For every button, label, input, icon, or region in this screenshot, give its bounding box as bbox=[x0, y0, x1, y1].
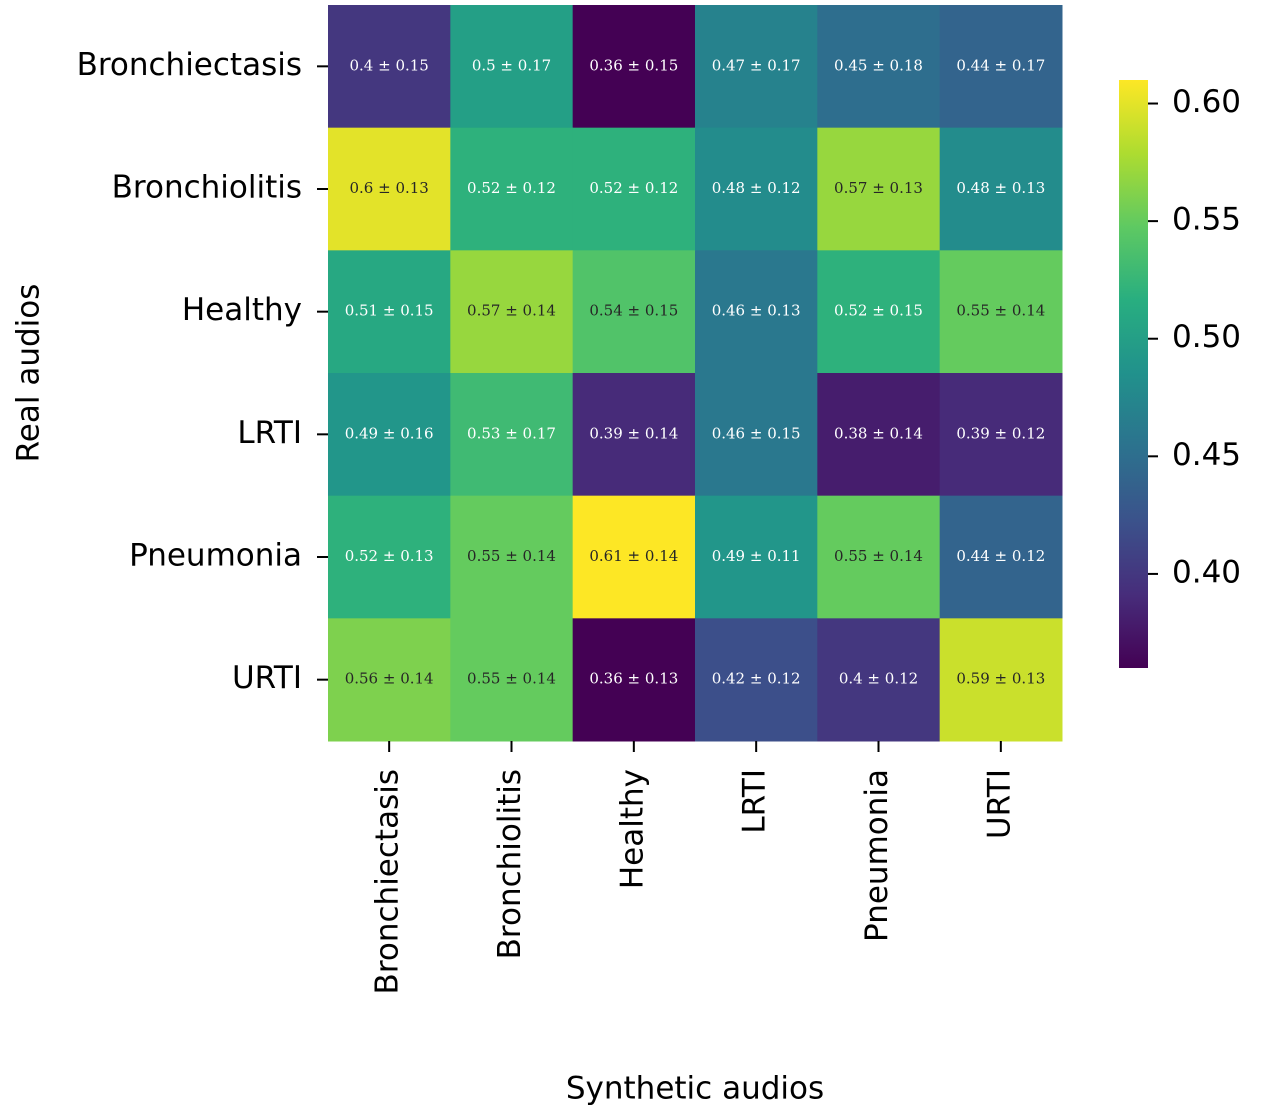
cell-label: 0.55 ± 0.14 bbox=[467, 547, 556, 565]
heatmap-cell bbox=[328, 618, 451, 742]
cell-label: 0.6 ± 0.13 bbox=[349, 179, 428, 197]
heatmap-cell bbox=[450, 127, 574, 251]
cell-label: 0.46 ± 0.13 bbox=[712, 302, 801, 320]
heatmap-cell bbox=[328, 373, 451, 497]
y-tick-label: Pneumonia bbox=[129, 538, 302, 574]
heatmap-cell bbox=[939, 373, 1063, 497]
cell-label: 0.52 ± 0.12 bbox=[467, 179, 556, 197]
y-axis-title: Real audios bbox=[11, 284, 47, 463]
cell-label: 0.4 ± 0.15 bbox=[349, 56, 428, 74]
x-axis-title: Synthetic audios bbox=[566, 1071, 824, 1107]
cell-label: 0.36 ± 0.13 bbox=[589, 670, 678, 688]
heatmap-cell bbox=[939, 495, 1063, 619]
heatmap-cell bbox=[817, 5, 941, 129]
cell-label: 0.57 ± 0.13 bbox=[834, 179, 923, 197]
heatmap-cell bbox=[695, 495, 818, 619]
cell-label: 0.46 ± 0.15 bbox=[712, 424, 801, 442]
colorbar bbox=[1119, 80, 1148, 668]
cell-label: 0.39 ± 0.12 bbox=[956, 424, 1045, 442]
colorbar-tick-label: 0.50 bbox=[1172, 319, 1241, 355]
heatmap-cell bbox=[328, 127, 451, 251]
cell-label: 0.55 ± 0.14 bbox=[834, 547, 923, 565]
cell-label: 0.49 ± 0.16 bbox=[345, 424, 434, 442]
heatmap-cell bbox=[572, 495, 696, 619]
cell-label: 0.52 ± 0.12 bbox=[589, 179, 678, 197]
heatmap-cell bbox=[572, 127, 696, 251]
cell-label: 0.48 ± 0.12 bbox=[712, 179, 801, 197]
cell-label: 0.61 ± 0.14 bbox=[589, 547, 678, 565]
cell-label: 0.44 ± 0.17 bbox=[956, 56, 1045, 74]
y-tick-label: LRTI bbox=[237, 415, 302, 451]
heatmap-cell bbox=[328, 5, 451, 129]
y-tick-label: Bronchiolitis bbox=[112, 170, 302, 206]
cell-label: 0.42 ± 0.12 bbox=[712, 670, 801, 688]
heatmap-cell bbox=[572, 5, 696, 129]
heatmap-cell bbox=[817, 373, 941, 497]
heatmap-cell bbox=[939, 250, 1063, 374]
cell-label: 0.39 ± 0.14 bbox=[589, 424, 678, 442]
heatmap-cell bbox=[450, 618, 574, 742]
cell-label: 0.57 ± 0.14 bbox=[467, 302, 556, 320]
x-tick-label: URTI bbox=[981, 769, 1017, 839]
cell-label: 0.5 ± 0.17 bbox=[472, 56, 551, 74]
cell-label: 0.55 ± 0.14 bbox=[467, 670, 556, 688]
colorbar-tick-label: 0.40 bbox=[1172, 554, 1241, 590]
heatmap-cell bbox=[817, 618, 941, 742]
heatmap-cell bbox=[450, 5, 574, 129]
cell-label: 0.45 ± 0.18 bbox=[834, 56, 923, 74]
heatmap-cell bbox=[450, 250, 574, 374]
cell-label: 0.4 ± 0.12 bbox=[839, 670, 918, 688]
cell-label: 0.38 ± 0.14 bbox=[834, 424, 923, 442]
heatmap-cell bbox=[572, 250, 696, 374]
x-tick-label: Bronchiectasis bbox=[370, 769, 406, 994]
heatmap-cell bbox=[695, 373, 818, 497]
heatmap-cell bbox=[450, 373, 574, 497]
cell-label: 0.49 ± 0.11 bbox=[712, 547, 801, 565]
cell-label: 0.47 ± 0.17 bbox=[712, 56, 801, 74]
heatmap-cell bbox=[939, 127, 1063, 251]
heatmap-cell bbox=[695, 5, 818, 129]
cell-label: 0.48 ± 0.13 bbox=[956, 179, 1045, 197]
heatmap-cell bbox=[450, 495, 574, 619]
heatmap-cell bbox=[817, 127, 941, 251]
heatmap-cell bbox=[695, 618, 818, 742]
heatmap-cell bbox=[695, 250, 818, 374]
heatmap-cell bbox=[328, 250, 451, 374]
cell-label: 0.52 ± 0.13 bbox=[345, 547, 434, 565]
cell-label: 0.53 ± 0.17 bbox=[467, 424, 556, 442]
cell-label: 0.54 ± 0.15 bbox=[589, 302, 678, 320]
y-tick-label: Bronchiectasis bbox=[77, 47, 302, 83]
heatmap-cell bbox=[328, 495, 451, 619]
cell-label: 0.36 ± 0.15 bbox=[589, 56, 678, 74]
cell-label: 0.44 ± 0.12 bbox=[956, 547, 1045, 565]
x-tick-label: Pneumonia bbox=[859, 769, 895, 942]
heatmap-cell bbox=[572, 618, 696, 742]
colorbar-tick-label: 0.45 bbox=[1172, 437, 1241, 473]
colorbar-tick-label: 0.55 bbox=[1172, 202, 1241, 238]
cell-label: 0.56 ± 0.14 bbox=[345, 670, 434, 688]
cell-label: 0.52 ± 0.15 bbox=[834, 302, 923, 320]
heatmap-cell bbox=[572, 373, 696, 497]
heatmap-cell bbox=[695, 127, 818, 251]
x-tick-label: Healthy bbox=[614, 769, 650, 889]
heatmap-cell bbox=[817, 250, 941, 374]
colorbar-tick-label: 0.60 bbox=[1172, 84, 1241, 120]
y-tick-label: URTI bbox=[232, 660, 302, 696]
y-tick-label: Healthy bbox=[182, 292, 302, 328]
cell-label: 0.51 ± 0.15 bbox=[345, 302, 434, 320]
x-tick-label: Bronchiolitis bbox=[492, 769, 528, 959]
heatmap-cell bbox=[817, 495, 941, 619]
cell-label: 0.59 ± 0.13 bbox=[956, 670, 1045, 688]
heatmap-cell bbox=[939, 618, 1063, 742]
cell-label: 0.55 ± 0.14 bbox=[956, 302, 1045, 320]
heatmap-cell bbox=[939, 5, 1063, 129]
x-tick-label: LRTI bbox=[737, 769, 773, 834]
